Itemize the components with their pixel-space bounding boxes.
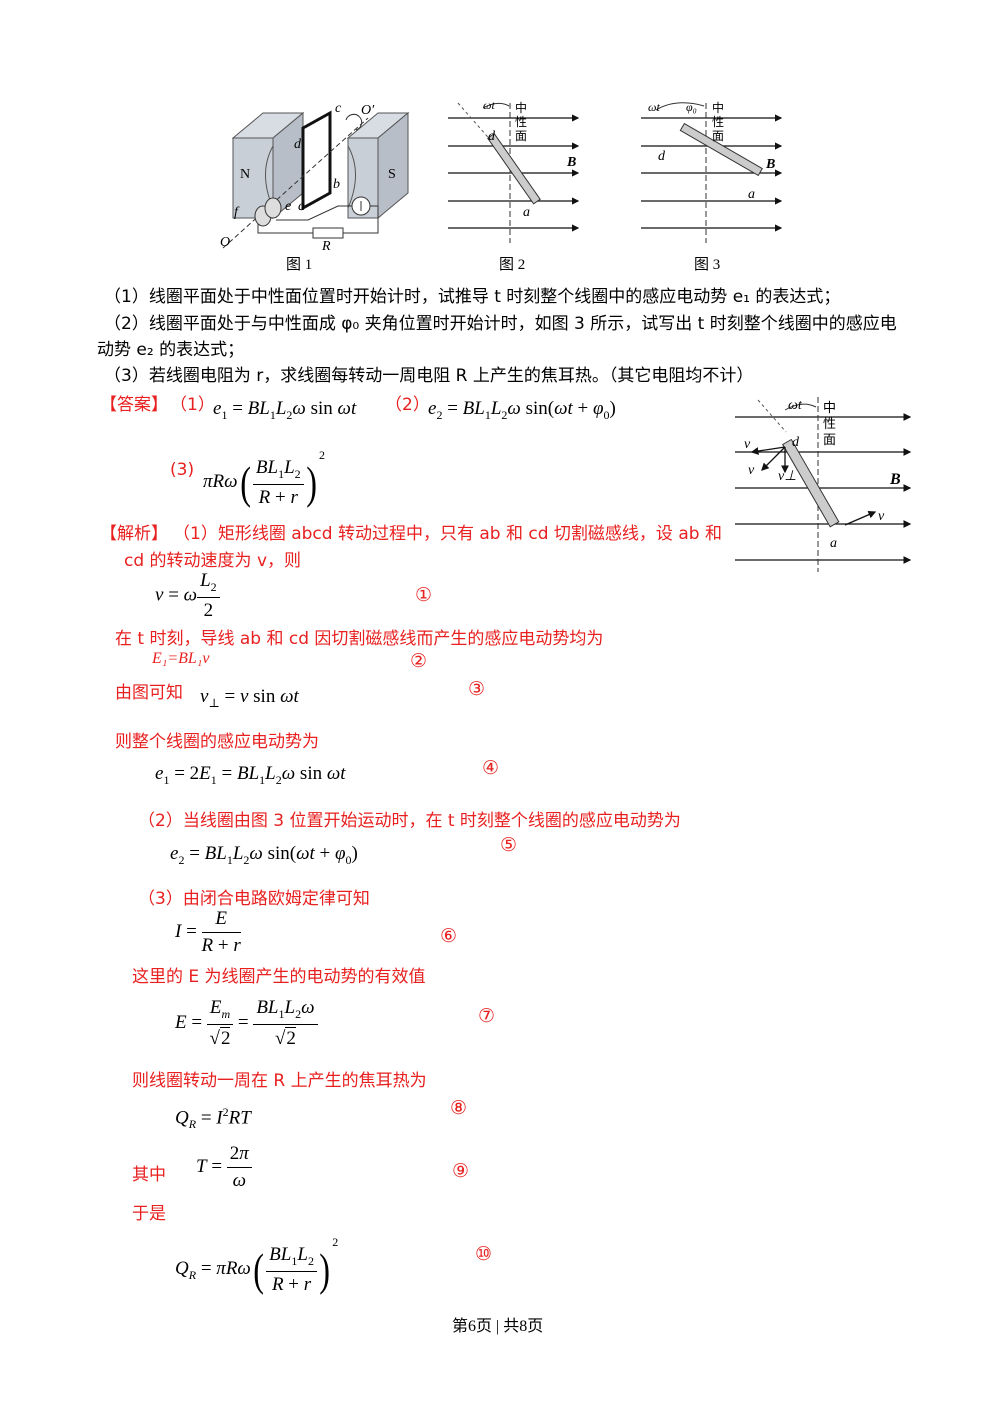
answer-formula-2: e2 = BL1L2ω sin(ωt + φ0) — [428, 398, 616, 422]
svg-text:ωt: ωt — [648, 100, 660, 114]
figure-3-coil-initial-angle: ωt φ₀ 中 性 面 d a B 图 3 — [641, 100, 783, 273]
circled-1: ① — [415, 584, 433, 606]
question-2-line-1: （2）线圈平面处于与中性面成 φ₀ 夹角位置时开始计时，如图 3 所示，试写出 … — [104, 314, 897, 334]
analysis-here-e: 这里的 E 为线圈产生的电动势的有效值 — [132, 967, 426, 987]
answer-number-1: （1） — [170, 395, 215, 415]
circled-6: ⑥ — [440, 925, 458, 947]
answer-number-3: (3) — [170, 460, 195, 480]
svg-text:c: c — [335, 101, 342, 116]
svg-text:面: 面 — [712, 129, 724, 143]
analysis-from-figure: 由图可知 — [115, 683, 183, 703]
formula-e1-bl1v: E₁=BL₁v — [152, 650, 210, 667]
analysis-label: 【解析】 — [100, 524, 168, 544]
analysis-part2: （2）当线圈由图 3 位置开始运动时，在 t 时刻整个线圈的感应电动势为 — [138, 811, 681, 831]
circled-4: ④ — [482, 757, 500, 779]
svg-text:中: 中 — [515, 100, 527, 115]
svg-text:b: b — [333, 177, 340, 192]
svg-text:e: e — [285, 199, 291, 214]
figure-2-coil-rotation: ωt 中 性 面 d a B 图 2 — [448, 98, 580, 273]
circled-7: ⑦ — [478, 1005, 496, 1027]
svg-text:S: S — [388, 167, 396, 182]
figure-1-generator: N S O O′ c d b a e f R 图 1 — [220, 101, 410, 273]
svg-text:v: v — [748, 463, 755, 478]
circled-9: ⑨ — [452, 1160, 470, 1182]
svg-text:面: 面 — [515, 129, 527, 143]
formula-heat-general: QR = I2RT — [175, 1105, 251, 1132]
svg-text:中: 中 — [823, 400, 836, 415]
svg-text:图 1: 图 1 — [286, 256, 312, 273]
formula-v-perp: v⊥ = v sin ωt — [200, 686, 299, 710]
formula-heat-final: QR = πRω(BL1L2 R + r)2 — [175, 1235, 339, 1295]
svg-text:面: 面 — [823, 432, 836, 447]
formula-e1-full: e1 = 2E1 = BL1L2ω sin ωt — [155, 763, 346, 787]
svg-text:d: d — [658, 149, 666, 164]
question-2-line-2: 动势 e₂ 的表达式； — [97, 340, 245, 360]
svg-text:f: f — [234, 205, 240, 220]
svg-text:O: O — [220, 235, 230, 250]
answer-formula-3: πRω(BL1L2 R + r)2 — [203, 448, 325, 508]
svg-text:a: a — [298, 199, 305, 214]
svg-text:v: v — [878, 509, 885, 524]
svg-text:B: B — [566, 155, 576, 170]
circled-2: ② — [410, 650, 428, 672]
svg-text:ωt: ωt — [483, 98, 495, 112]
analysis-where: 其中 — [132, 1165, 166, 1185]
svg-text:性: 性 — [823, 416, 836, 431]
analysis-whole-coil: 则整个线圈的感应电动势为 — [115, 732, 319, 752]
analysis-part1-line1: （1）矩形线圈 abcd 转动过程中，只有 ab 和 cd 切割磁感线，设 ab… — [173, 524, 722, 544]
svg-text:v: v — [744, 437, 751, 452]
svg-text:a: a — [748, 187, 755, 202]
svg-text:B: B — [889, 471, 901, 488]
analysis-part1-line2: cd 的转动速度为 v，则 — [124, 551, 302, 571]
svg-text:a: a — [830, 536, 837, 551]
analysis-part3: （3）由闭合电路欧姆定律可知 — [138, 889, 370, 909]
answer-label: 【答案】 — [100, 395, 168, 415]
formula-v: v = ω L2 2 — [155, 570, 220, 622]
formula-effective-emf: E = Em √2 = BL1L2ω √2 — [175, 997, 318, 1050]
svg-text:B: B — [765, 157, 775, 172]
analysis-thus: 于是 — [132, 1204, 166, 1224]
circled-3: ③ — [468, 678, 486, 700]
analysis-t-moment: 在 t 时刻，导线 ab 和 cd 因切割磁感线而产生的感应电动势均为 — [115, 629, 604, 649]
svg-text:中: 中 — [712, 100, 724, 115]
formula-e2: e2 = BL1L2ω sin(ωt + φ0) — [170, 843, 358, 867]
svg-text:φ₀: φ₀ — [686, 100, 697, 114]
svg-text:d: d — [792, 435, 800, 450]
svg-text:图 3: 图 3 — [694, 256, 720, 273]
svg-text:图 2: 图 2 — [499, 256, 525, 273]
circled-8: ⑧ — [450, 1097, 468, 1119]
svg-text:a: a — [523, 205, 530, 220]
analysis-heat: 则线圈转动一周在 R 上产生的焦耳热为 — [132, 1071, 427, 1091]
circled-10: ⑩ — [475, 1243, 493, 1265]
svg-text:d: d — [294, 137, 302, 152]
svg-text:v⊥: v⊥ — [778, 469, 796, 484]
answer-formula-1: e1 = BL1L2ω sin ωt — [213, 398, 357, 422]
page-footer: 第6页 | 共8页 — [452, 1318, 544, 1335]
answer-number-2: （2） — [385, 395, 430, 415]
question-1: （1）线圈平面处于中性面位置时开始计时，试推导 t 时刻整个线圈中的感应电动势 … — [104, 287, 841, 307]
svg-text:O′: O′ — [361, 103, 375, 118]
svg-text:ωt: ωt — [788, 398, 803, 413]
question-3: （3）若线圈电阻为 r，求线圈每转动一周电阻 R 上产生的焦耳热。（其它电阻均不… — [104, 366, 754, 386]
svg-text:R: R — [321, 239, 331, 254]
svg-text:性: 性 — [515, 115, 527, 129]
formula-period: T = 2π ω — [196, 1143, 252, 1192]
circled-5: ⑤ — [500, 834, 518, 856]
svg-text:N: N — [240, 167, 250, 182]
svg-text:d: d — [488, 129, 496, 144]
svg-text:性: 性 — [712, 115, 724, 129]
figure-4-velocity-decomposition: ωt 中 性 面 v v v⊥ d a v B — [735, 397, 912, 572]
